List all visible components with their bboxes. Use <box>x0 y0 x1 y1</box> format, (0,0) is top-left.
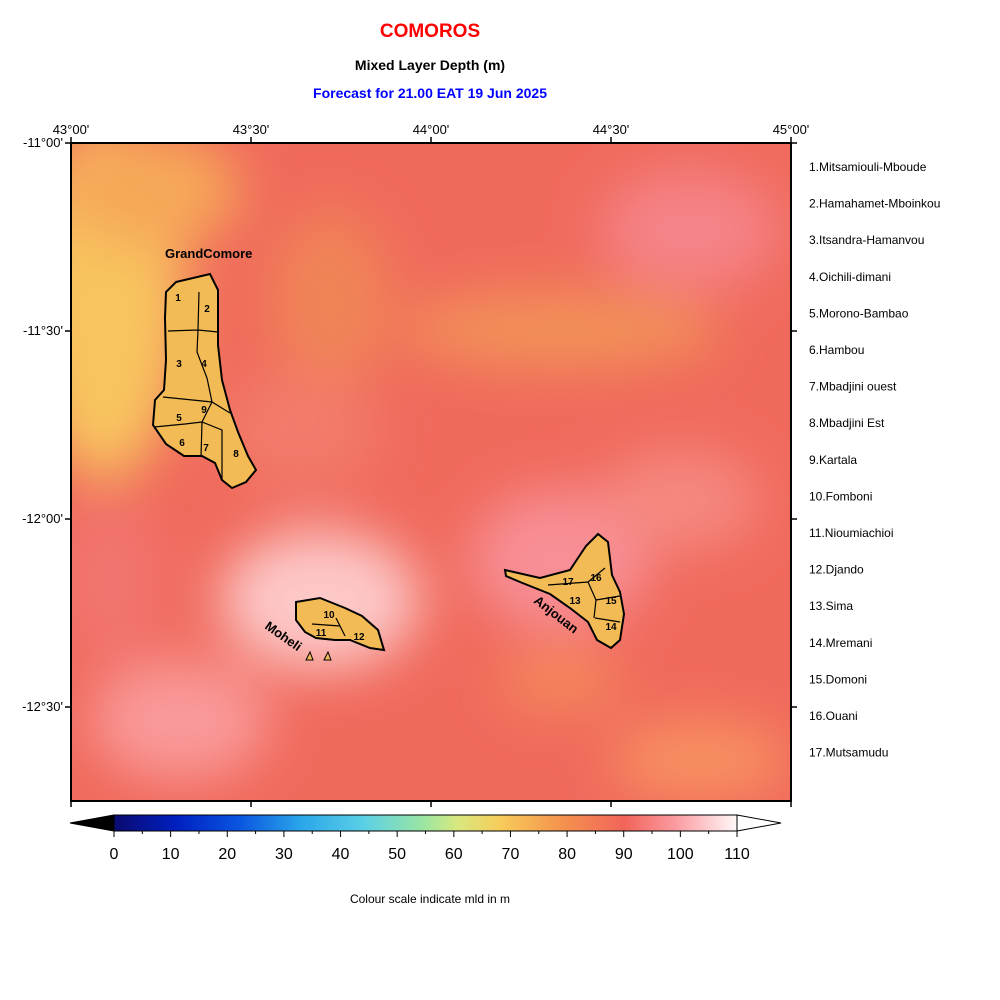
colorbar-tick-label: 90 <box>615 846 633 863</box>
district-legend-item: 1.Mitsamiouli-Mboude <box>809 160 927 174</box>
district-legend-item: 3.Itsandra-Hamanvou <box>809 233 924 247</box>
lat-tick-label: -11°00' <box>23 135 63 150</box>
latitude-axis: -11°00' -11°30' -12°00' -12°30' <box>22 135 797 714</box>
lon-tick-label: 44°00' <box>413 122 450 137</box>
district-legend-item: 12.Djando <box>809 563 864 577</box>
colorbar-tick-label: 100 <box>667 846 694 863</box>
district-number-10: 10 <box>323 610 335 621</box>
district-legend-item: 9.Kartala <box>809 453 857 467</box>
district-number-16: 16 <box>590 573 602 584</box>
district-legend-item: 7.Mbadjini ouest <box>809 380 897 394</box>
district-number-12: 12 <box>353 632 365 643</box>
island-label-grand-comore: GrandComore <box>165 246 252 261</box>
district-legend: 1.Mitsamiouli-Mboude 2.Hamahamet-Mboinkou… <box>809 160 940 760</box>
district-number-3: 3 <box>176 359 182 370</box>
lon-tick-label: 43°00' <box>53 122 90 137</box>
district-legend-item: 16.Ouani <box>809 709 858 723</box>
map-title: COMOROS <box>380 21 480 42</box>
lat-tick-label: -11°30' <box>23 323 63 338</box>
district-legend-item: 4.Oichili-dimani <box>809 270 891 284</box>
colorbar-tick-label: 30 <box>275 846 293 863</box>
colorbar-low-arrow <box>69 814 115 832</box>
colorbar-tick-label: 0 <box>110 846 119 863</box>
district-legend-item: 8.Mbadjini Est <box>809 416 885 430</box>
colorbar-ticks: 0 10 20 30 40 50 60 70 80 90 100 110 <box>110 831 750 863</box>
district-number-8: 8 <box>233 449 239 460</box>
lat-tick-label: -12°00' <box>22 511 63 526</box>
colorbar-tick-label: 70 <box>502 846 520 863</box>
colorbar-tick-label: 10 <box>162 846 180 863</box>
district-legend-item: 15.Domoni <box>809 672 867 686</box>
island-grand-comore <box>151 272 258 490</box>
colorbar-tick-label: 110 <box>724 846 750 863</box>
district-legend-item: 10.Fomboni <box>809 489 872 503</box>
colorbar-gradient <box>113 814 738 832</box>
district-legend-item: 5.Morono-Bambao <box>809 306 909 320</box>
district-number-1: 1 <box>175 293 181 304</box>
district-number-9: 9 <box>201 405 207 416</box>
district-number-6: 6 <box>179 438 185 449</box>
colorbar-tick-label: 40 <box>332 846 350 863</box>
island-anjouan <box>503 532 626 650</box>
district-number-13: 13 <box>569 596 581 607</box>
district-legend-item: 2.Hamahamet-Mboinkou <box>809 197 940 211</box>
colorbar-high-arrow <box>736 814 782 832</box>
district-number-17: 17 <box>562 577 574 588</box>
colorbar-tick-label: 50 <box>388 846 406 863</box>
district-number-14: 14 <box>605 622 617 633</box>
lon-tick-label: 43°30' <box>233 122 270 137</box>
district-legend-item: 17.Mutsamudu <box>809 746 888 760</box>
district-number-11: 11 <box>316 628 327 639</box>
colorbar: 0 10 20 30 40 50 60 70 80 90 100 110 Colour scale i… <box>69 814 782 906</box>
lon-tick-label: 45°00' <box>773 122 810 137</box>
district-legend-item: 6.Hambou <box>809 343 864 357</box>
district-number-15: 15 <box>605 596 617 607</box>
forecast-time: Forecast for 21.00 EAT 19 Jun 2025 <box>313 85 547 101</box>
colorbar-note: Colour scale indicate mld in m <box>350 892 510 906</box>
mld-field <box>71 143 791 801</box>
district-number-4: 4 <box>201 359 207 370</box>
district-legend-item: 11.Nioumiachioi <box>809 526 894 540</box>
district-legend-item: 14.Mremani <box>809 636 872 650</box>
lat-tick-label: -12°30' <box>22 699 63 714</box>
district-number-2: 2 <box>204 304 210 315</box>
colorbar-tick-label: 60 <box>445 846 463 863</box>
longitude-axis: 43°00' 43°30' 44°00' 44°30' 45°00' <box>53 122 810 807</box>
district-legend-item: 13.Sima <box>809 599 853 613</box>
colorbar-tick-label: 20 <box>218 846 236 863</box>
colorbar-tick-label: 80 <box>558 846 576 863</box>
district-number-7: 7 <box>203 443 209 454</box>
district-number-5: 5 <box>176 413 182 424</box>
map-subtitle: Mixed Layer Depth (m) <box>355 57 505 73</box>
lon-tick-label: 44°30' <box>593 122 630 137</box>
island-moheli <box>295 596 386 661</box>
